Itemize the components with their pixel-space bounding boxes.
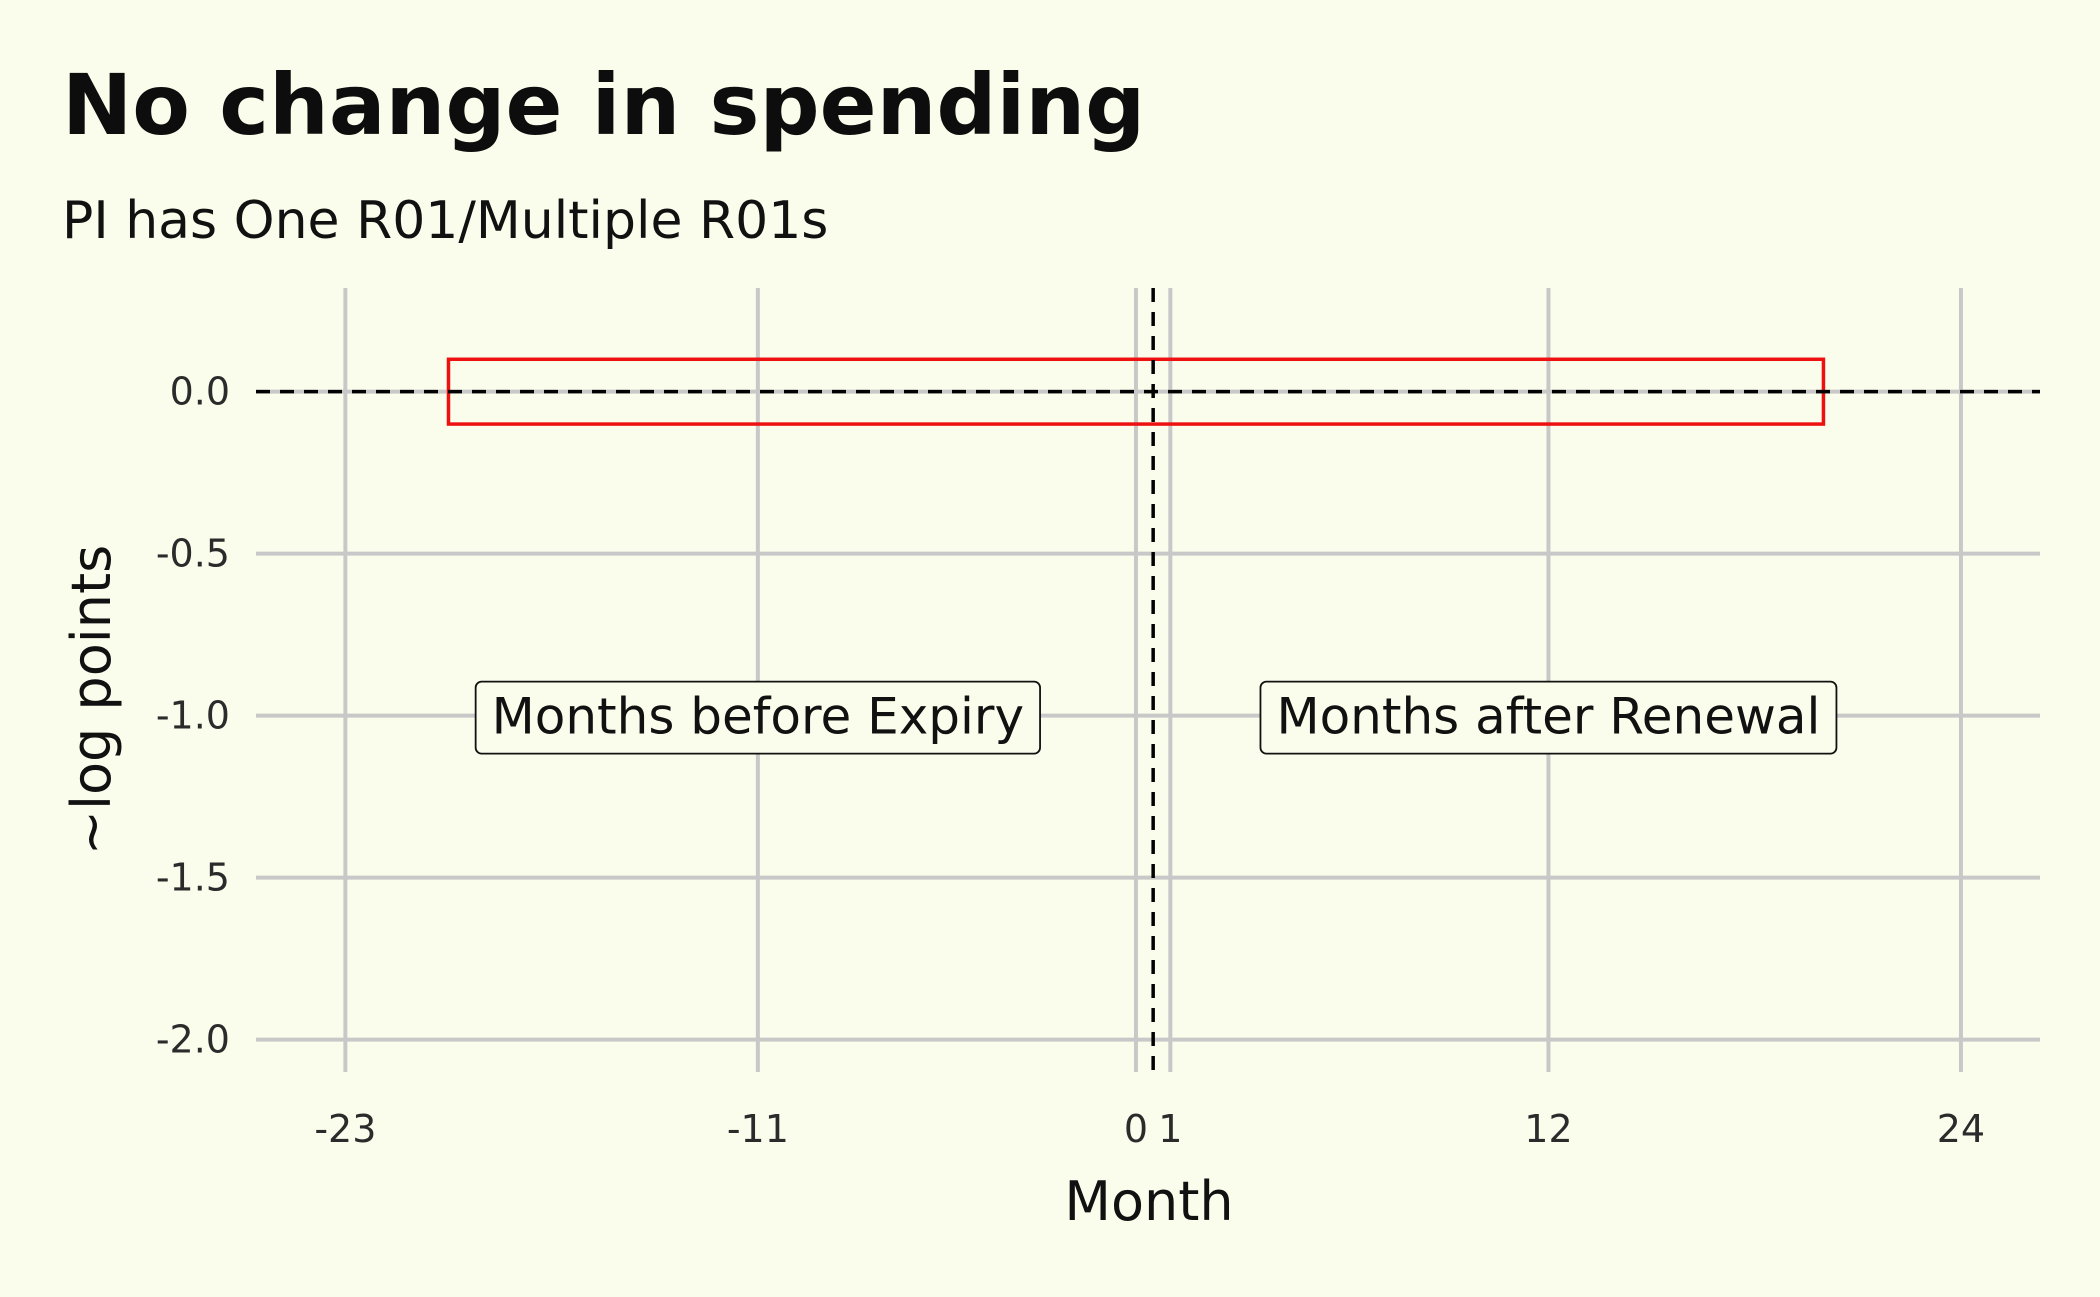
chart-title: No change in spending [62,56,1145,154]
x-tick-label: -11 [727,1107,789,1151]
chart-subtitle: PI has One R01/Multiple R01s [62,191,828,251]
annotation-label: Months before Expiry [474,680,1041,755]
y-axis-ticks: 0.0 -0.5 -1.0 -1.5 -2.0 [156,370,230,1062]
annotation-text: Months after Renewal [1276,688,1820,746]
x-tick-label: 24 [1937,1107,1985,1151]
y-tick-label: -2.0 [156,1018,230,1062]
annotations: Months before Expiry Months after Renewal [474,680,1838,755]
grid-lines [256,288,2040,1072]
x-tick-label: 1 [1158,1107,1182,1151]
y-tick-label: -1.0 [156,694,230,738]
y-axis-title: ~log points [60,545,123,856]
reference-lines [256,288,2040,1072]
annotation-label: Months after Renewal [1259,680,1838,755]
x-axis-ticks: -23 -11 0 1 12 24 [314,1107,1985,1151]
x-tick-label: 12 [1524,1107,1572,1151]
x-tick-label: -23 [314,1107,376,1151]
x-tick-label: 0 [1124,1107,1148,1151]
x-axis-title: Month [1064,1170,1233,1233]
annotation-text: Months before Expiry [492,688,1024,746]
y-tick-label: -0.5 [156,532,230,576]
annotation-box [474,680,1041,755]
y-tick-label: 0.0 [170,370,230,414]
y-tick-label: -1.5 [156,856,230,900]
annotation-box [1259,680,1838,755]
